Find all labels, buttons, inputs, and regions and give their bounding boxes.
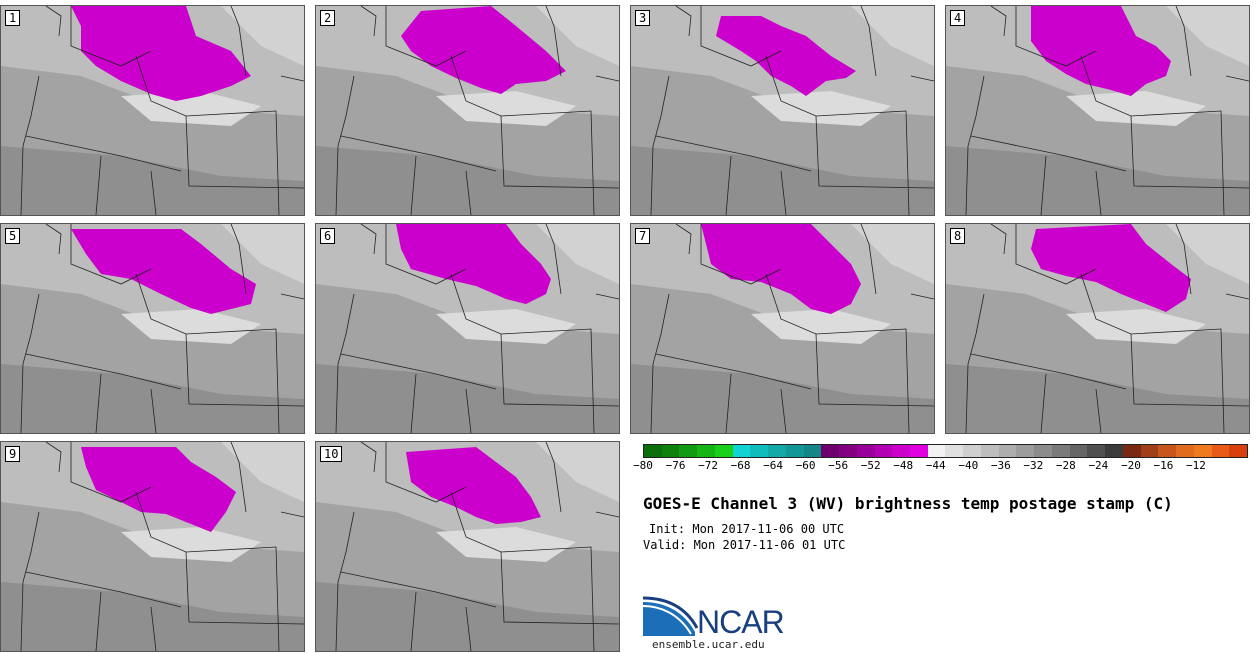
colorbar-swatch <box>927 445 946 457</box>
colorbar-swatch <box>679 445 698 457</box>
colorbar-swatch <box>1176 445 1194 457</box>
colorbar-tick-label: −24 <box>1088 459 1109 472</box>
forecast-panel: 4 <box>945 5 1250 216</box>
map-icon <box>946 6 1249 215</box>
colorbar-tick-label: −76 <box>665 459 686 472</box>
colorbar-swatch <box>1069 445 1088 457</box>
colorbar-tick-label: −60 <box>795 459 816 472</box>
forecast-panel: 10 <box>315 441 620 652</box>
colorbar <box>643 444 1248 458</box>
colorbar-tick-label: −52 <box>860 459 881 472</box>
colorbar-swatch <box>768 445 786 457</box>
colorbar-swatch <box>1122 445 1141 457</box>
forecast-panel: 5 <box>0 223 305 434</box>
colorbar-swatch <box>697 445 715 457</box>
colorbar-swatch <box>750 445 769 457</box>
colorbar-swatch <box>1034 445 1052 457</box>
map-icon <box>1 6 304 215</box>
colorbar-swatch <box>644 445 662 457</box>
figure-title: GOES-E Channel 3 (WV) brightness temp po… <box>643 494 1173 513</box>
colorbar-tick-label: −68 <box>730 459 751 472</box>
map-icon <box>1 224 304 433</box>
colorbar-tick-label: −36 <box>990 459 1011 472</box>
colorbar-swatch <box>998 445 1017 457</box>
forecast-panel: 8 <box>945 223 1250 434</box>
panel-label: 4 <box>950 10 966 26</box>
panel-label: 7 <box>635 228 651 244</box>
colorbar-tick-label: −32 <box>1023 459 1044 472</box>
colorbar-swatch <box>892 445 911 457</box>
map-icon <box>631 6 934 215</box>
colorbar-swatch <box>839 445 857 457</box>
forecast-panel: 9 <box>0 441 305 652</box>
colorbar-swatch <box>945 445 964 457</box>
colorbar-tick-label: −28 <box>1055 459 1076 472</box>
forecast-panel: 2 <box>315 5 620 216</box>
colorbar-swatch <box>1229 445 1247 457</box>
init-time: Init: Mon 2017-11-06 00 UTC <box>649 522 845 536</box>
map-icon <box>631 224 934 433</box>
ncar-logo-icon <box>643 596 699 636</box>
forecast-panel: 6 <box>315 223 620 434</box>
valid-time: Valid: Mon 2017-11-06 01 UTC <box>643 538 846 552</box>
panel-label: 3 <box>635 10 651 26</box>
panel-label: 1 <box>5 10 21 26</box>
panel-label: 6 <box>320 228 336 244</box>
colorbar-tick-label: −16 <box>1153 459 1174 472</box>
website-label: ensemble.ucar.edu <box>652 638 765 651</box>
panel-label: 5 <box>5 228 21 244</box>
colorbar-swatch <box>714 445 733 457</box>
colorbar-tick-label: −48 <box>893 459 914 472</box>
colorbar-tick-label: −64 <box>763 459 784 472</box>
colorbar-swatch <box>980 445 999 457</box>
panel-label: 9 <box>5 446 21 462</box>
colorbar-swatch <box>1158 445 1177 457</box>
map-icon <box>1 442 304 651</box>
colorbar-swatch <box>1051 445 1070 457</box>
colorbar-ticks: −80 −76 −72 −68 −64 −60 −56 −52 −48 −44 −40 −36 −32−… <box>633 459 1248 477</box>
ncar-logo-text: NCAR <box>697 604 785 640</box>
colorbar-swatch <box>1087 445 1106 457</box>
colorbar-tick-label: −80 <box>633 459 653 472</box>
colorbar-tick-label: −72 <box>698 459 718 472</box>
colorbar-swatch <box>1193 445 1212 457</box>
colorbar-swatch <box>821 445 840 457</box>
map-icon <box>316 6 619 215</box>
colorbar-swatch <box>1105 445 1123 457</box>
colorbar-swatch <box>963 445 981 457</box>
colorbar-swatch <box>732 445 751 457</box>
colorbar-tick-label: −56 <box>828 459 849 472</box>
colorbar-swatch <box>1016 445 1035 457</box>
colorbar-swatch <box>1211 445 1230 457</box>
panel-label: 2 <box>320 10 336 26</box>
map-icon <box>946 224 1249 433</box>
colorbar-tick-label: −44 <box>925 459 946 472</box>
panel-label: 8 <box>950 228 966 244</box>
colorbar-swatch <box>856 445 875 457</box>
colorbar-swatch <box>1140 445 1159 457</box>
colorbar-swatch <box>874 445 893 457</box>
colorbar-swatch <box>785 445 804 457</box>
colorbar-swatch <box>803 445 822 457</box>
forecast-panel: 7 <box>630 223 935 434</box>
colorbar-tick-label: −12 <box>1186 459 1206 472</box>
colorbar-swatch <box>661 445 680 457</box>
map-icon <box>316 442 619 651</box>
colorbar-tick-label: −20 <box>1120 459 1141 472</box>
forecast-panel: 1 <box>0 5 305 216</box>
panel-label: 10 <box>320 446 343 462</box>
forecast-panel: 3 <box>630 5 935 216</box>
colorbar-swatch <box>910 445 928 457</box>
colorbar-tick-label: −40 <box>958 459 979 472</box>
map-icon <box>316 224 619 433</box>
